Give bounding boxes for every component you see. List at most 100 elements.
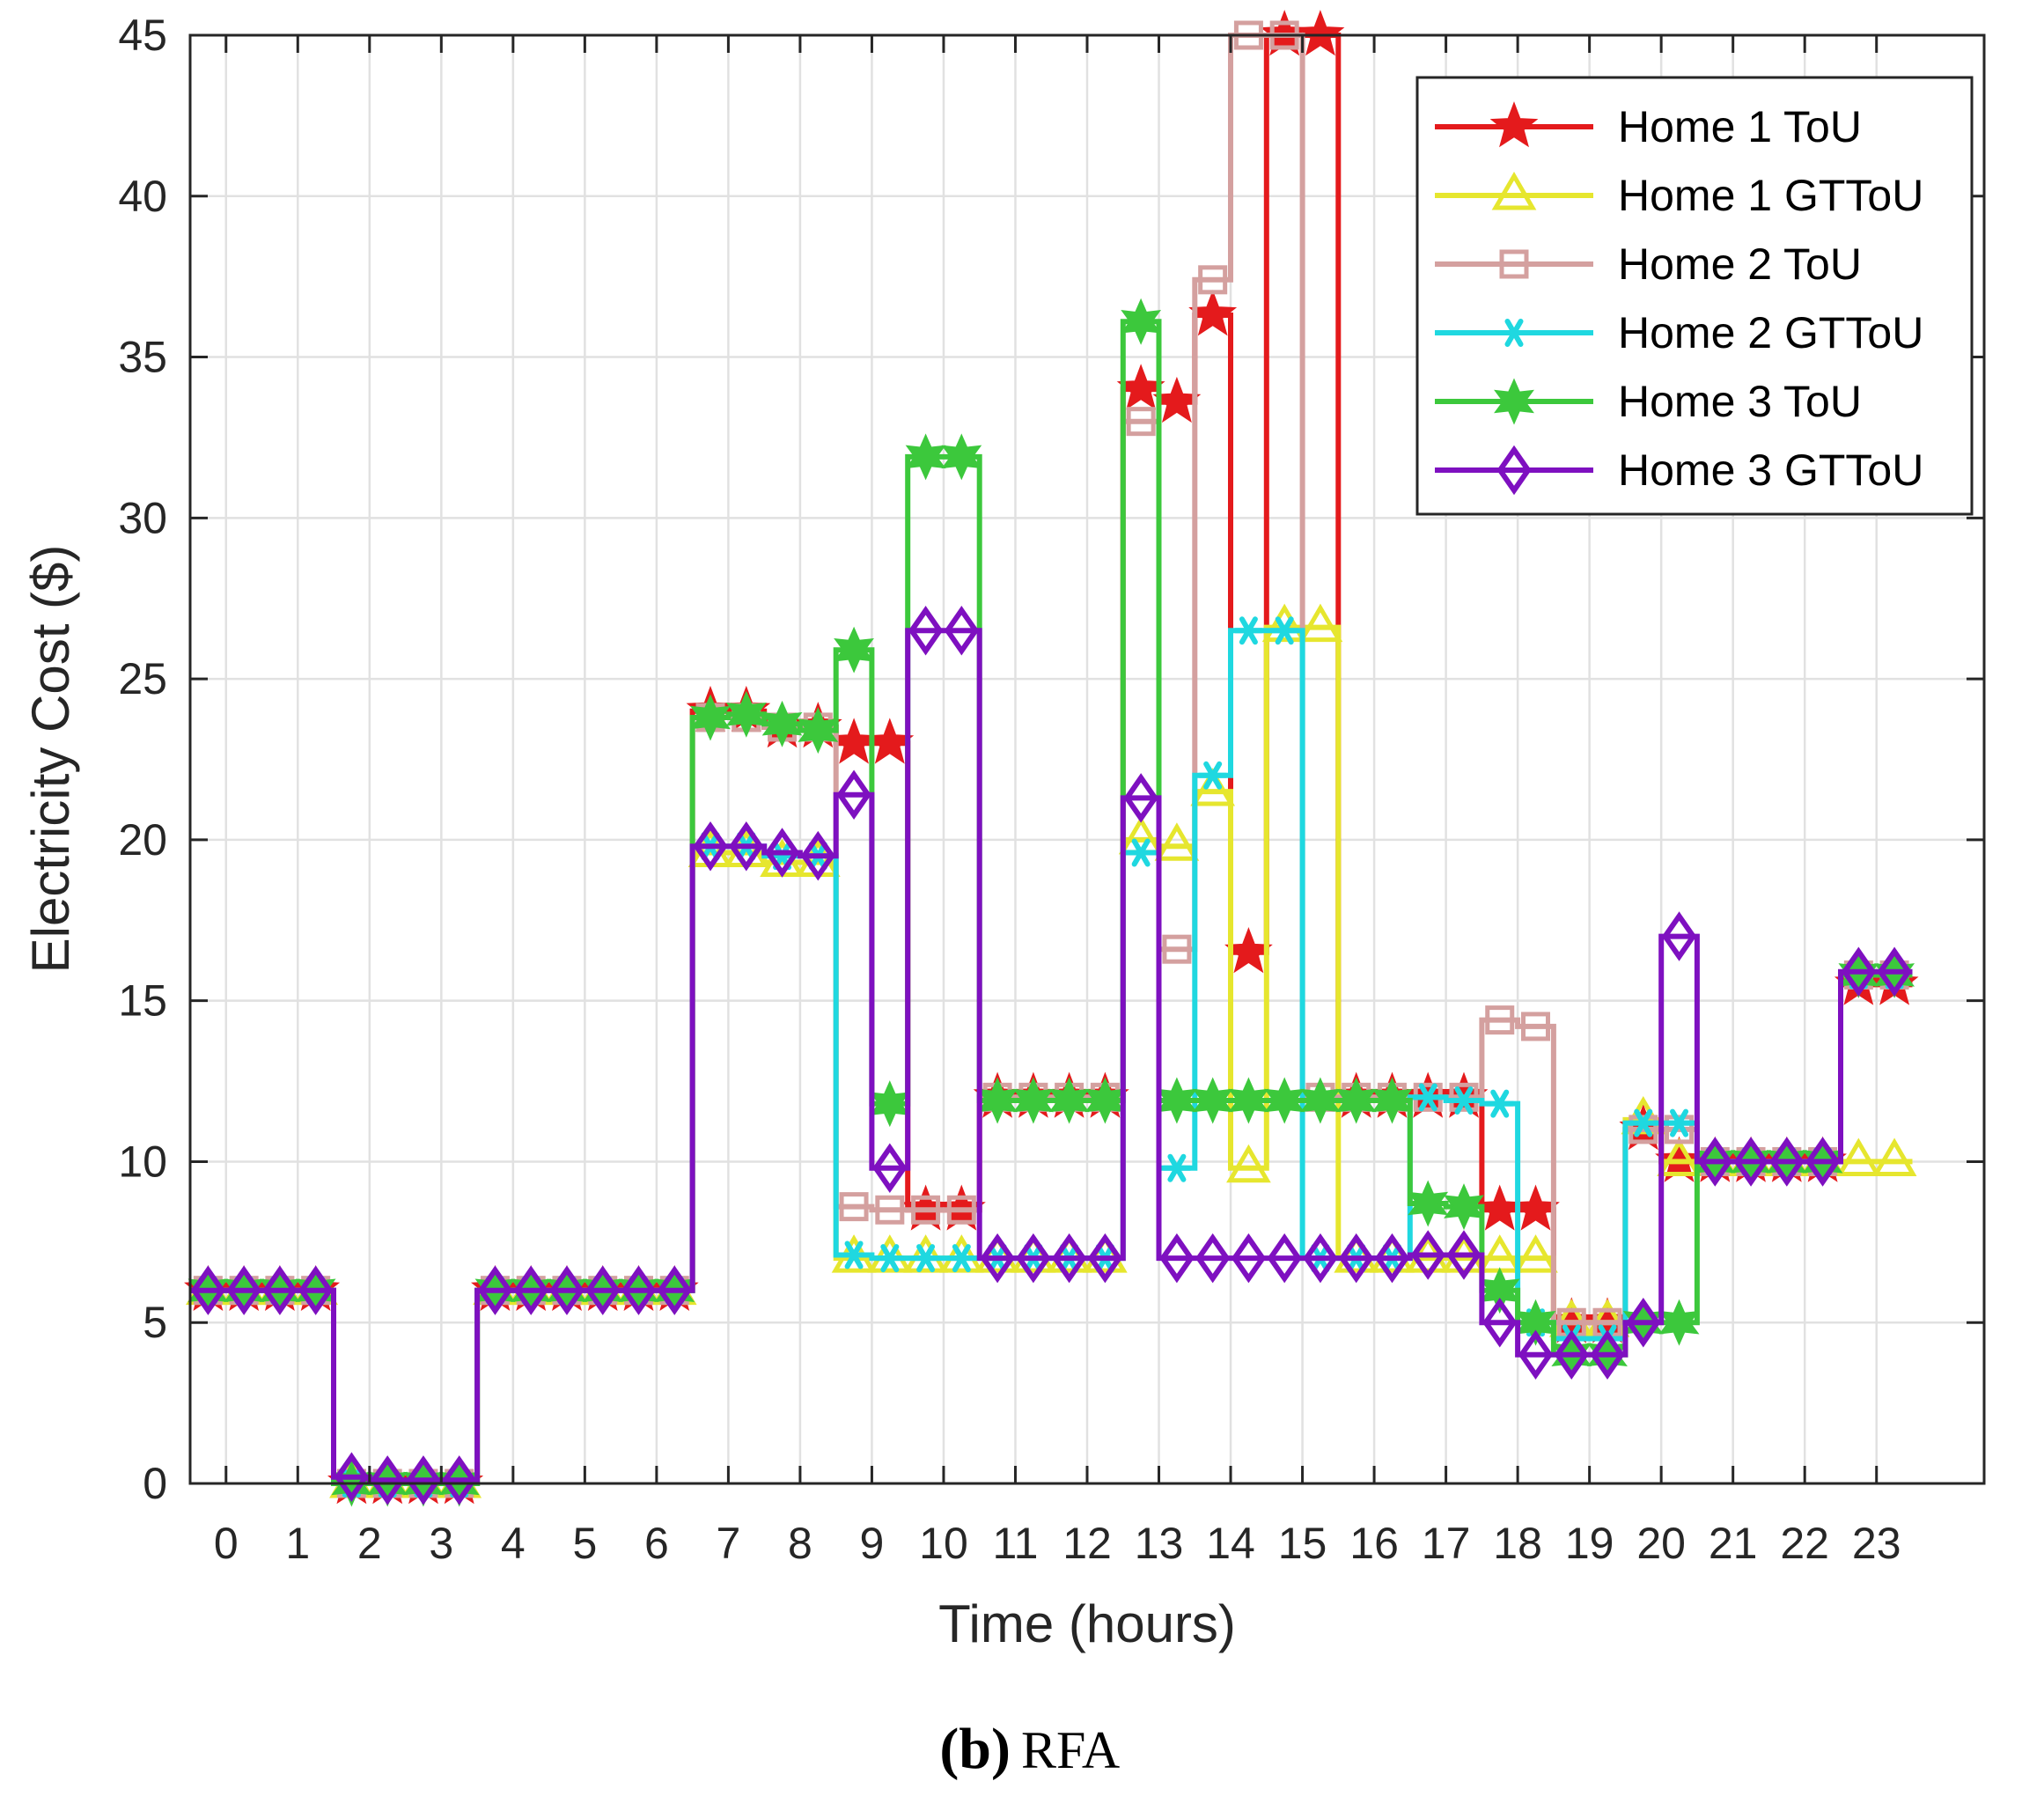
data-point (836, 769, 871, 820)
data-point (621, 1265, 657, 1315)
legend-label: Home 2 GTToU (1618, 308, 1923, 357)
data-point (800, 830, 835, 881)
data-point (298, 1265, 334, 1315)
y-tick-label: 25 (118, 654, 167, 703)
data-point (980, 1233, 1015, 1284)
data-point (1160, 1153, 1193, 1182)
data-point (1805, 1137, 1841, 1187)
axis-ticks: 0 1 2 3 4 5 6 7 8 9 10 11 12 13 14 15 16 17 18 19 20 21 22 2305… (118, 11, 1984, 1568)
data-point (1769, 1137, 1805, 1187)
y-tick-label: 30 (118, 493, 167, 542)
x-tick-label: 12 (1062, 1519, 1112, 1568)
legend-marker (1489, 101, 1539, 148)
y-tick-label: 0 (143, 1459, 167, 1508)
y-tick-label: 20 (118, 815, 167, 865)
caption-label: (b) (939, 1717, 1011, 1781)
data-point (1877, 946, 1912, 997)
legend-label: Home 1 ToU (1618, 102, 1862, 151)
data-point (1296, 10, 1345, 56)
data-point (1483, 1089, 1516, 1118)
data-point (1590, 1329, 1625, 1380)
x-tick-label: 22 (1780, 1519, 1829, 1568)
legend-label: Home 1 GTToU (1618, 171, 1923, 220)
legend-entry: Home 1 GTToU (1435, 171, 1923, 220)
data-point (838, 1240, 871, 1270)
data-point (1626, 1297, 1661, 1348)
data-point (513, 1265, 548, 1315)
data-point (693, 821, 728, 872)
legend-marker (1498, 319, 1530, 347)
legend-marker (1496, 445, 1532, 496)
caption: (b) RFA (939, 1717, 1120, 1781)
y-axis-label: Electricity Cost ($) (21, 545, 80, 974)
data-point (867, 1234, 913, 1273)
x-tick-label: 0 (214, 1519, 239, 1568)
data-point (1410, 1230, 1445, 1280)
data-point (690, 694, 731, 741)
legend-label: Home 2 ToU (1618, 239, 1862, 289)
y-tick-label: 40 (118, 172, 167, 221)
data-point (1627, 1108, 1659, 1137)
data-point (1267, 1233, 1302, 1284)
data-point (1126, 407, 1156, 437)
x-tick-label: 4 (501, 1519, 526, 1568)
data-point (657, 1265, 692, 1315)
data-point (1554, 1329, 1589, 1380)
data-point (1232, 616, 1265, 645)
data-point (1663, 1108, 1695, 1137)
data-point (334, 1452, 370, 1502)
data-point (1657, 1137, 1702, 1176)
data-point (1226, 1144, 1271, 1183)
data-point (798, 707, 839, 754)
data-point (945, 1244, 978, 1273)
data-point (1162, 934, 1192, 964)
data-point (903, 1234, 948, 1273)
data-point (938, 1234, 984, 1273)
data-point (729, 821, 764, 872)
data-point (442, 1455, 477, 1505)
legend-entry: Home 2 GTToU (1435, 308, 1923, 357)
data-point (1518, 1329, 1554, 1380)
data-point (585, 1265, 621, 1315)
data-point (370, 1455, 405, 1505)
y-tick-label: 45 (118, 11, 167, 60)
x-tick-label: 5 (572, 1519, 597, 1568)
data-point (1412, 1083, 1445, 1112)
data-point (1154, 822, 1200, 861)
data-point (1841, 946, 1876, 997)
data-point (1121, 298, 1162, 345)
x-tick-label: 18 (1493, 1519, 1542, 1568)
data-point (911, 1195, 941, 1225)
data-point (872, 1143, 908, 1194)
data-point (1159, 1233, 1195, 1284)
data-point (1449, 1082, 1479, 1112)
data-point (1016, 1233, 1051, 1284)
data-point (1835, 1137, 1881, 1176)
x-tick-label: 19 (1565, 1519, 1614, 1568)
legend-marker (1491, 172, 1537, 210)
data-point (1733, 1137, 1768, 1187)
x-tick-label: 3 (429, 1519, 453, 1568)
x-tick-label: 11 (993, 1519, 1039, 1568)
data-point (1513, 1234, 1558, 1273)
data-point (262, 1265, 298, 1315)
data-point (1446, 1230, 1482, 1280)
x-axis-label: Time (hours) (938, 1594, 1236, 1653)
x-tick-label: 6 (644, 1519, 669, 1568)
data-point (1661, 911, 1697, 961)
data-point (1374, 1233, 1410, 1284)
legend-entry: Home 3 GTToU (1435, 445, 1923, 496)
legend-entry: Home 3 ToU (1435, 377, 1862, 426)
data-point (761, 700, 803, 747)
data-point (1087, 1233, 1123, 1284)
y-tick-label: 15 (118, 976, 167, 1026)
series-home-3-gttou (190, 606, 1913, 1505)
data-point (1665, 1115, 1695, 1145)
data-point (406, 1455, 441, 1505)
legend-label: Home 3 ToU (1618, 377, 1862, 426)
data-point (764, 828, 800, 878)
x-tick-label: 21 (1709, 1519, 1758, 1568)
x-tick-label: 14 (1206, 1519, 1255, 1568)
data-point (1629, 1115, 1658, 1145)
legend-entry: Home 2 ToU (1435, 239, 1862, 289)
